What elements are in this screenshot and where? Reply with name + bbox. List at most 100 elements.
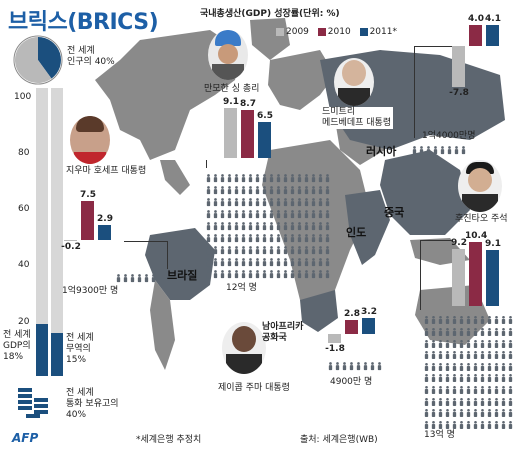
- person-icon: [262, 168, 267, 183]
- person-icon: [454, 140, 459, 155]
- person-icon: [459, 403, 464, 418]
- person-icon: [276, 180, 281, 195]
- trade-fill: [51, 332, 63, 376]
- person-icon: [487, 368, 492, 383]
- person-icon: [318, 168, 323, 183]
- china-leader-line: [420, 240, 452, 310]
- gdp-value-label: 2.9: [97, 213, 113, 224]
- afp-logo: AFP: [12, 431, 39, 445]
- person-icon: [297, 228, 302, 243]
- gdp-bar: [98, 224, 111, 240]
- brazil-name: 브라질: [167, 269, 198, 282]
- scale-tick: 80: [18, 148, 30, 158]
- india-leader-line: [206, 160, 207, 168]
- person-icon: [452, 368, 457, 383]
- russia-population: 1억4000만명: [422, 131, 476, 141]
- person-icon: [501, 380, 506, 394]
- south-africa-name: 남아프리카 공화국: [262, 322, 304, 343]
- footnote: *세계은행 추정치: [136, 435, 202, 445]
- person-icon: [297, 216, 302, 231]
- person-icon: [290, 168, 295, 183]
- person-icon: [438, 322, 443, 336]
- person-icon: [335, 356, 340, 371]
- person-icon: [234, 180, 239, 195]
- china-leader: 후진타오 주석: [455, 214, 508, 224]
- person-icon: [241, 252, 246, 267]
- person-icon: [508, 345, 513, 360]
- gdp-fill: [36, 324, 48, 376]
- person-icon: [248, 204, 253, 219]
- person-icon: [304, 252, 309, 267]
- person-icon: [262, 264, 267, 279]
- gdp-value-label: 9.2: [451, 237, 467, 248]
- gdp-value-label: 2.8: [344, 309, 360, 319]
- south-africa-shape: [300, 290, 338, 332]
- person-icon: [213, 168, 218, 183]
- gdp-bar: [452, 248, 465, 306]
- person-icon: [304, 192, 309, 207]
- gdp-value-label: 10.4: [465, 230, 488, 241]
- scale-tick: 60: [18, 204, 30, 214]
- person-icon: [283, 168, 288, 183]
- person-icon: [480, 345, 485, 360]
- trade-share-label: 전 세계 무역의 15%: [66, 333, 94, 365]
- person-icon: [290, 216, 295, 231]
- person-icon: [227, 216, 232, 231]
- person-icon: [325, 180, 330, 195]
- person-icon: [290, 204, 295, 219]
- person-icon: [480, 380, 485, 394]
- person-icon: [311, 252, 316, 267]
- gdp-bar: [469, 25, 482, 46]
- person-icon: [130, 268, 135, 283]
- russia-gdp-chart: -7.8 4.0 4.1: [449, 14, 512, 112]
- gdp-bar: [452, 46, 465, 87]
- person-icon: [433, 140, 438, 155]
- gdp-bar: [486, 24, 499, 46]
- person-icon: [501, 368, 506, 383]
- person-icon: [241, 216, 246, 231]
- person-icon: [426, 140, 431, 155]
- person-icon: [213, 228, 218, 243]
- person-icon: [431, 368, 436, 383]
- person-icon: [370, 356, 375, 371]
- person-icon: [487, 380, 492, 394]
- india-leader: 만모한 싱 총리: [204, 84, 260, 94]
- south-africa-population: 4900만 명: [330, 377, 373, 387]
- person-icon: [508, 414, 513, 429]
- gdp-value-label: -0.2: [61, 242, 81, 253]
- gdp-bar: [469, 241, 482, 306]
- brazil-shape: [145, 228, 215, 300]
- person-icon: [297, 204, 302, 219]
- person-icon: [297, 252, 302, 267]
- person-icon: [480, 333, 485, 348]
- person-icon: [459, 380, 464, 394]
- person-icon: [262, 252, 267, 267]
- person-icon: [501, 333, 506, 348]
- person-icon: [501, 345, 506, 360]
- person-icon: [452, 345, 457, 360]
- person-icon: [234, 252, 239, 267]
- person-icon: [445, 322, 450, 336]
- person-icon: [304, 240, 309, 255]
- person-icon: [262, 240, 267, 255]
- person-icon: [276, 240, 281, 255]
- person-icon: [325, 168, 330, 183]
- person-icon: [377, 356, 382, 371]
- person-icon: [424, 380, 429, 394]
- person-icon: [438, 356, 443, 371]
- person-icon: [206, 264, 211, 279]
- legend: 2009 2010 2011*: [270, 27, 397, 38]
- person-icon: [461, 140, 466, 155]
- person-icon: [459, 322, 464, 336]
- person-icon: [452, 391, 457, 406]
- person-icon: [412, 140, 417, 155]
- person-icon: [438, 391, 443, 406]
- person-icon: [116, 268, 121, 283]
- person-icon: [494, 356, 499, 371]
- gdp-value-label: 9.1: [485, 238, 501, 249]
- person-icon: [363, 356, 368, 371]
- gdp-value-label: -1.8: [325, 344, 345, 354]
- person-icon: [304, 168, 309, 183]
- person-icon: [227, 168, 232, 183]
- person-icon: [248, 252, 253, 267]
